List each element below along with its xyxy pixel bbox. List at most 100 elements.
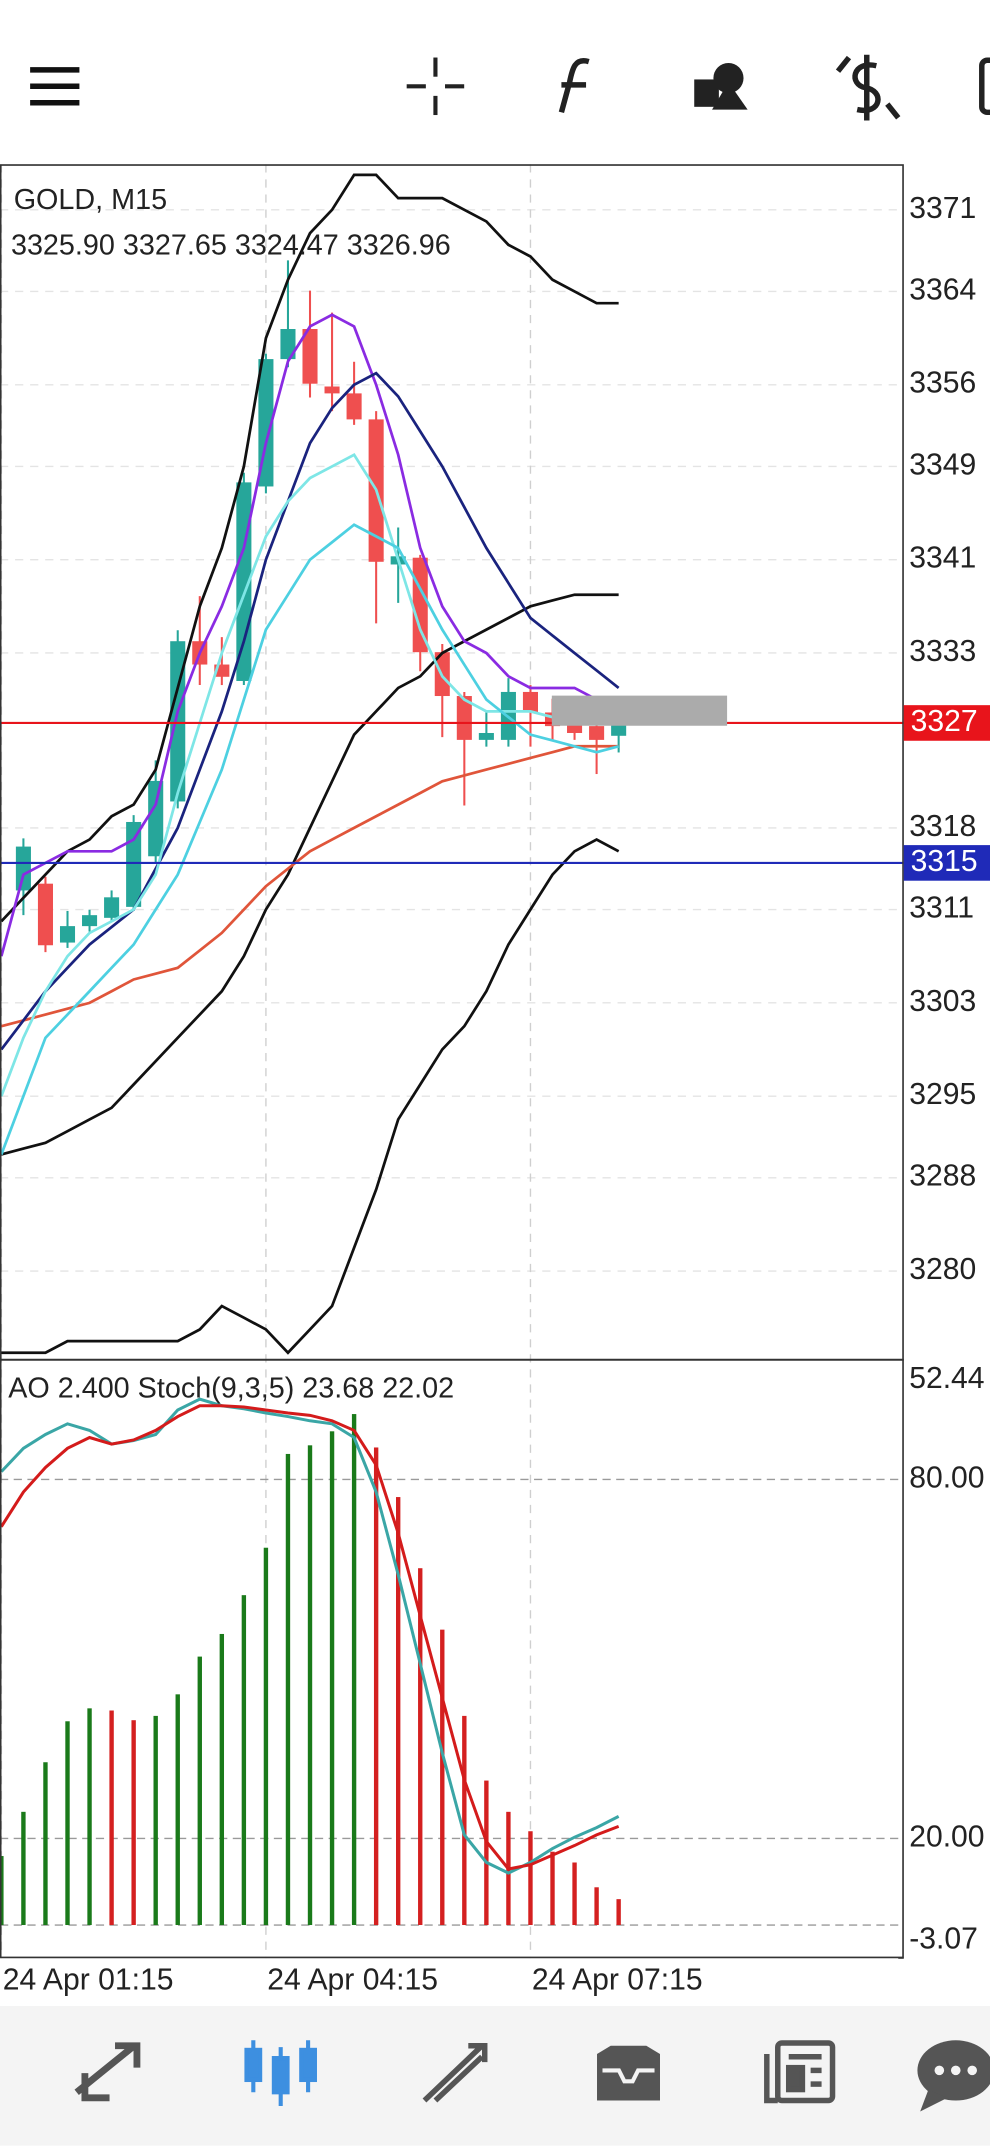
y-tick-label: 3341 — [909, 542, 976, 575]
ohlc-label: 3325.90 3327.65 3324.47 3326.96 — [11, 229, 451, 261]
candle-body — [456, 696, 472, 740]
ao-bar — [373, 1447, 379, 1926]
y-tick-label: 3349 — [909, 448, 976, 481]
ao-bar — [418, 1568, 423, 1926]
candle-body — [302, 329, 318, 384]
ao-bar — [0, 1856, 4, 1926]
plot-area — [0, 164, 904, 1959]
indicator-line — [1, 744, 619, 1028]
ao-bar — [153, 1715, 158, 1926]
objects-button[interactable] — [694, 63, 748, 110]
candle-body — [126, 821, 142, 907]
candle-body — [346, 393, 362, 420]
y-tick-label: 80.00 — [909, 1461, 984, 1494]
y-tick-label: 3280 — [909, 1253, 976, 1286]
ao-bar — [351, 1414, 357, 1926]
ao-bar — [616, 1899, 621, 1926]
y-tick-label: 3311 — [909, 892, 974, 925]
candle-body — [170, 641, 186, 802]
open-label: 3325.90 — [11, 229, 115, 261]
y-tick-label: 20.00 — [909, 1820, 984, 1853]
order-level-box — [551, 695, 728, 726]
y2-tick-label: 52.44 — [909, 1362, 984, 1395]
indicator-label: AO 2.400 Stoch(9,3,5) 23.68 22.02 — [8, 1372, 454, 1404]
candle-body — [611, 723, 627, 736]
ao-bar — [594, 1887, 599, 1926]
indicators-button[interactable] — [558, 58, 590, 114]
indicator-line — [1, 837, 620, 1355]
ao-bar — [43, 1762, 48, 1926]
candle-body — [148, 780, 164, 857]
candle-body — [59, 926, 76, 943]
ao-bar — [65, 1721, 70, 1926]
indicator-line — [0, 523, 620, 1155]
low-label: 3324.47 — [235, 229, 339, 261]
candle-body — [522, 691, 538, 713]
candle-body — [478, 732, 494, 740]
x-tick-label: 24 Apr 07:15 — [532, 1963, 703, 1996]
ao-bar — [219, 1633, 225, 1926]
candle-body — [15, 846, 31, 891]
stochastic-line — [0, 1397, 620, 1875]
ao-bar — [21, 1811, 26, 1926]
quotes-tab[interactable] — [74, 2042, 141, 2102]
high-label: 3327.65 — [123, 229, 227, 261]
chart-tab[interactable] — [244, 2040, 317, 2106]
indicator-line — [0, 313, 620, 957]
ao-bar — [484, 1780, 489, 1926]
y-tick-label: 3371 — [909, 192, 976, 225]
chart-frame — [0, 164, 904, 1959]
price-tag — [903, 845, 990, 881]
candle-body — [589, 726, 605, 740]
ao-bar — [396, 1497, 401, 1926]
ao-bar — [572, 1862, 577, 1926]
ao-bar — [197, 1656, 202, 1926]
bottom-nav — [0, 2006, 990, 2146]
window-button[interactable] — [979, 57, 990, 116]
ao-bar — [462, 1715, 467, 1926]
trade-tab[interactable] — [422, 2043, 488, 2103]
stochastic-line — [0, 1404, 620, 1871]
messages-tab[interactable] — [917, 2040, 990, 2112]
indicator-line — [0, 173, 619, 923]
close-label: 3326.96 — [347, 229, 451, 261]
price-tag-label: 3315 — [911, 845, 978, 878]
ao-bar — [241, 1595, 247, 1926]
y-tick-label: 3364 — [909, 273, 976, 306]
indicator-line — [0, 371, 620, 1051]
menu-button[interactable] — [30, 67, 80, 106]
trade-button[interactable] — [835, 54, 901, 121]
y-tick-label: 3318 — [909, 810, 976, 843]
ao-bar — [109, 1710, 114, 1926]
candle-body — [37, 883, 53, 946]
candle-body — [324, 386, 340, 394]
candle-body — [104, 897, 120, 918]
ao-bar — [440, 1629, 445, 1926]
indicator-line — [1, 593, 619, 1156]
ao-bar — [528, 1831, 533, 1926]
candle-body — [280, 329, 296, 360]
y-tick-label: 3356 — [909, 367, 976, 400]
y-tick-label: 3288 — [909, 1160, 976, 1193]
history-tab[interactable] — [597, 2045, 660, 2101]
crosshair-button[interactable] — [406, 57, 465, 116]
ao-bar — [175, 1694, 180, 1926]
ao-bar — [550, 1851, 555, 1926]
x-tick-label: 24 Apr 04:15 — [267, 1963, 438, 1996]
symbol-label: GOLD, M15 — [14, 184, 167, 216]
ao-bar — [263, 1547, 269, 1926]
y2-tick-label: -3.07 — [909, 1922, 978, 1955]
candle-body — [82, 915, 98, 927]
indicator-line — [0, 452, 619, 1097]
news-tab[interactable] — [764, 2040, 836, 2104]
ao-bar — [131, 1720, 136, 1926]
y-tick-label: 3295 — [909, 1078, 976, 1111]
ao-bar — [285, 1453, 291, 1926]
ao-bar — [307, 1445, 313, 1926]
ao-bar — [87, 1708, 92, 1926]
ao-bar — [329, 1431, 335, 1926]
price-tag — [903, 705, 990, 741]
y-tick-label: 3333 — [909, 635, 976, 668]
